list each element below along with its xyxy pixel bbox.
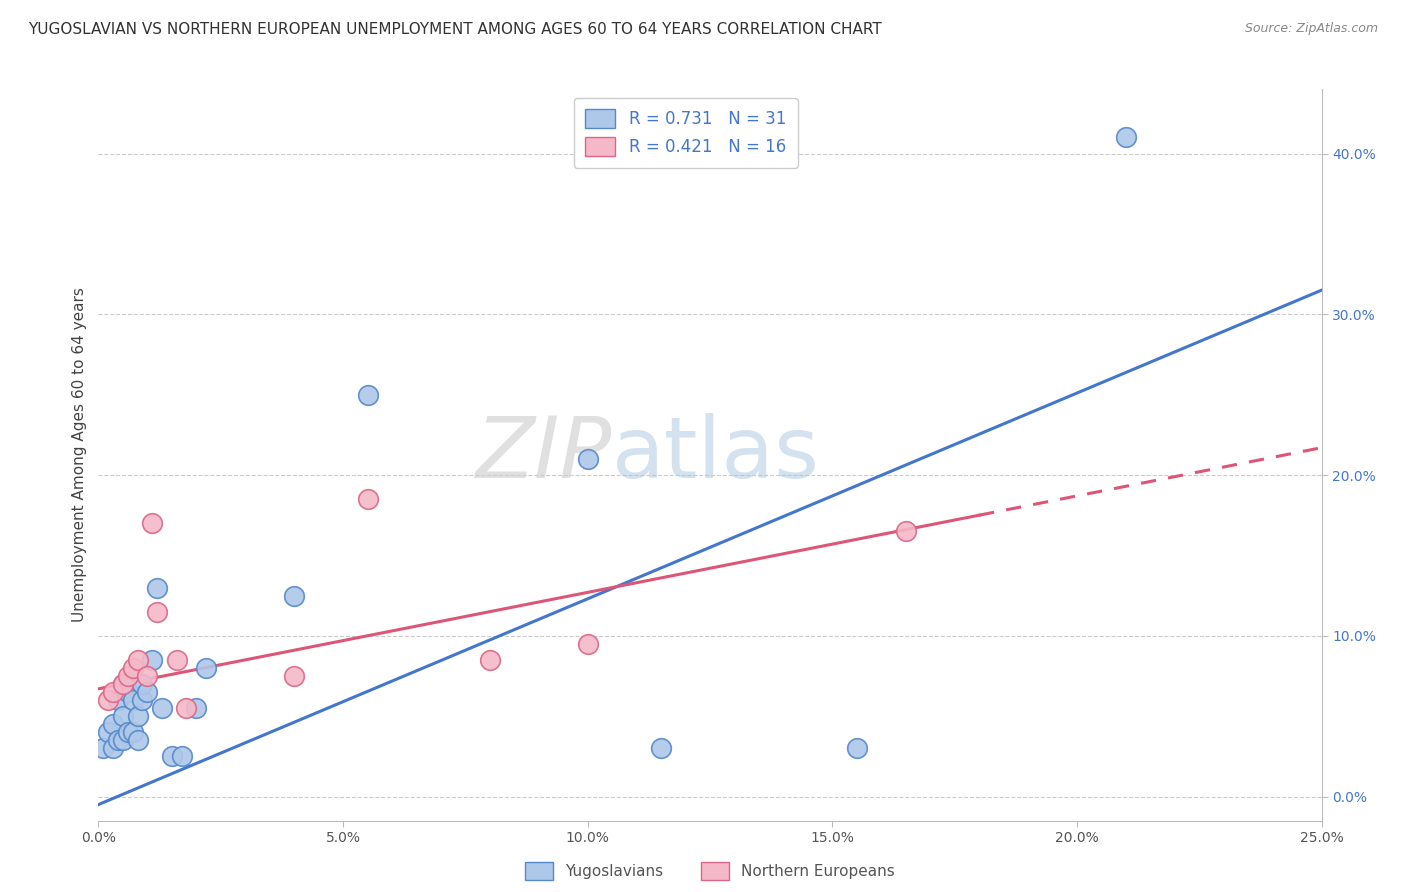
- Point: [111, 677, 134, 691]
- Point: [894, 524, 917, 539]
- Point: [101, 685, 124, 699]
- Point: [356, 387, 378, 401]
- Point: [141, 653, 163, 667]
- Point: [101, 741, 124, 756]
- Point: [146, 581, 169, 595]
- Point: [170, 749, 193, 764]
- Point: [166, 653, 188, 667]
- Text: YUGOSLAVIAN VS NORTHERN EUROPEAN UNEMPLOYMENT AMONG AGES 60 TO 64 YEARS CORRELAT: YUGOSLAVIAN VS NORTHERN EUROPEAN UNEMPLO…: [28, 22, 882, 37]
- Text: ZIP: ZIP: [475, 413, 612, 497]
- Point: [117, 685, 139, 699]
- Point: [117, 725, 139, 739]
- Point: [127, 733, 149, 747]
- Point: [146, 605, 169, 619]
- Point: [845, 741, 868, 756]
- Point: [107, 693, 129, 707]
- Point: [283, 669, 305, 683]
- Point: [186, 701, 208, 715]
- Point: [117, 669, 139, 683]
- Point: [127, 653, 149, 667]
- Point: [176, 701, 198, 715]
- Point: [121, 661, 143, 675]
- Point: [111, 733, 134, 747]
- Point: [101, 717, 124, 731]
- Point: [478, 653, 501, 667]
- Text: Source: ZipAtlas.com: Source: ZipAtlas.com: [1244, 22, 1378, 36]
- Point: [136, 669, 159, 683]
- Point: [195, 661, 218, 675]
- Point: [150, 701, 173, 715]
- Point: [283, 589, 305, 603]
- Point: [576, 452, 599, 467]
- Y-axis label: Unemployment Among Ages 60 to 64 years: Unemployment Among Ages 60 to 64 years: [72, 287, 87, 623]
- Point: [111, 709, 134, 723]
- Point: [1115, 130, 1137, 145]
- Point: [91, 741, 114, 756]
- Point: [141, 516, 163, 531]
- Point: [131, 693, 153, 707]
- Point: [136, 685, 159, 699]
- Point: [127, 709, 149, 723]
- Point: [97, 693, 120, 707]
- Legend: Yugoslavians, Northern Europeans: Yugoslavians, Northern Europeans: [519, 856, 901, 886]
- Point: [131, 677, 153, 691]
- Text: atlas: atlas: [612, 413, 820, 497]
- Point: [111, 677, 134, 691]
- Point: [160, 749, 183, 764]
- Point: [121, 725, 143, 739]
- Point: [356, 492, 378, 507]
- Point: [650, 741, 672, 756]
- Point: [576, 637, 599, 651]
- Point: [97, 725, 120, 739]
- Point: [107, 733, 129, 747]
- Point: [121, 693, 143, 707]
